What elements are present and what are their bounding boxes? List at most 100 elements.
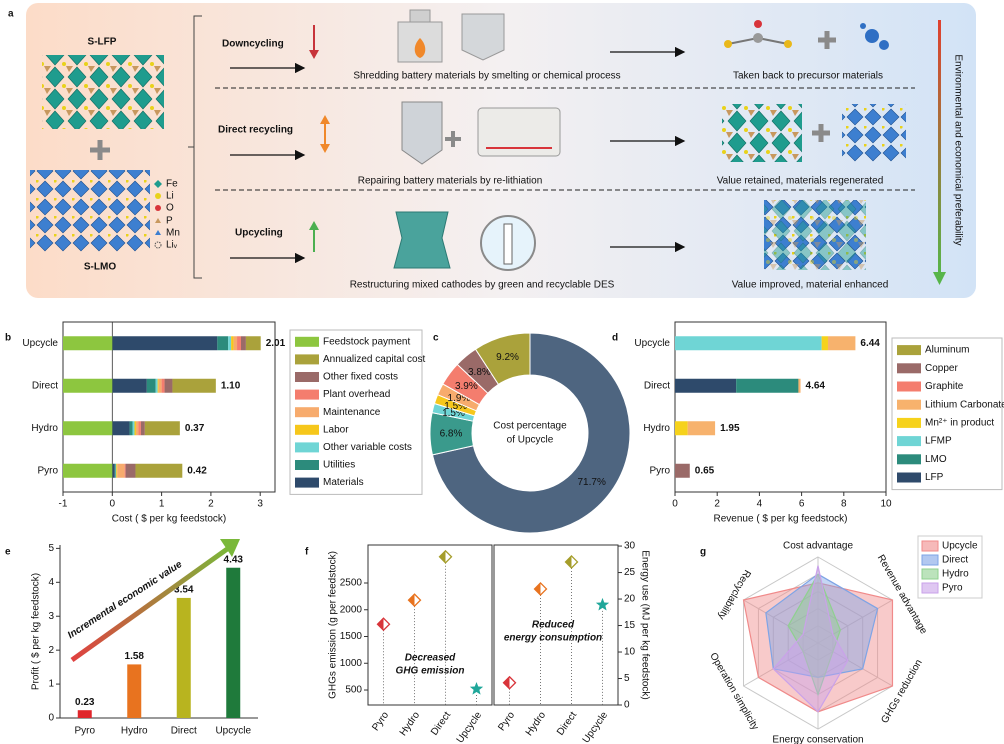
element-label: P [166,216,173,227]
legend-label: Annualized capital cost [323,354,426,365]
x-tick-label: Hydro [398,710,423,739]
diamond-half [503,676,510,689]
total-label: 1.10 [221,380,241,391]
trend-bar [938,20,941,275]
bar-segment [112,378,147,393]
element-label: Fe [166,179,178,190]
radar-spoke [817,599,893,644]
bar-segment [125,463,136,478]
x-tick-label: Upcycle [215,726,251,737]
bar [176,597,191,718]
x-tick-label: Pyro [370,710,391,734]
x-tick-label: 3 [257,499,263,510]
element-label: Mn [166,228,180,239]
y-tick-label: Direct [644,380,670,391]
annotation: energy consumption [504,633,602,644]
value-label: 4.43 [224,554,244,565]
trend-arrow-head [220,539,240,557]
y-tick-label: 4 [48,577,54,588]
bar-segment [217,336,229,351]
material-label: S-LFP [88,37,117,48]
legend-label: LFP [925,472,944,483]
bar-segment [134,421,136,436]
radar-area [772,565,849,713]
center-label: Cost percentage [493,421,567,432]
element-label: Liᵥ [166,240,178,251]
regenerated-lfp [722,104,802,162]
legend-label: Plant overhead [323,389,390,400]
bar-segment [117,463,125,478]
trend-label: Environmental and economical preferabili… [952,54,963,245]
legend-swatch [295,372,319,382]
bar-segment [63,421,113,436]
y-tick-label: 2 [48,645,54,656]
trend-arrow-head [309,221,319,230]
legend-label: Lithium Carbonate [925,399,1004,410]
bubble [860,23,866,29]
plus-sign [445,131,461,147]
y-tick-label: Direct [32,380,58,391]
bubble [879,40,889,50]
bar-segment [135,421,139,436]
atom [754,20,762,28]
y-tick-label: 20 [624,594,636,605]
y-tick-label: 2000 [340,604,363,615]
atom [724,40,732,48]
x-tick-label: Direct [429,710,453,738]
legend-box [891,337,1003,491]
bar-segment [144,421,180,436]
point [502,675,517,690]
y-tick-label: 5 [48,543,54,554]
x-tick-label: 10 [880,499,892,510]
value-label: 1.5% [444,401,467,412]
point [533,582,548,596]
y-tick-label: Upcycle [22,338,58,349]
legend-swatch [921,568,939,580]
radar-spoke [743,599,819,644]
value-label: 9.2% [496,352,519,363]
legend-swatch [897,454,921,465]
x-tick-label: 2 [714,499,720,510]
y-tick-label: 15 [624,620,636,631]
bar-segment [798,378,801,393]
radar-axis-label: Energy conservation [772,735,863,744]
upcycled-structure-overlay [764,200,866,270]
legend-swatch [897,363,921,374]
panel-label: g [700,547,706,558]
star-marker [469,681,484,695]
legend-label: Upcycle [942,541,978,552]
y-tick-label: 1 [48,679,54,690]
plus-sign [90,140,110,160]
x-tick-label: 0 [672,499,678,510]
diamond-half [565,555,572,568]
x-tick-label: Direct [555,710,579,738]
y-axis-label: GHGs emission (g per feedstock) [328,551,339,699]
legend-symbol [154,241,162,249]
total-label: 0.37 [185,423,205,434]
y-tick-label: 1000 [340,658,363,669]
bar-segment [112,336,218,351]
y-tick-label: 25 [624,567,636,578]
value-label: 3.9% [455,381,478,392]
x-tick-label: Upcycle [455,710,485,744]
y-tick-label: Hydro [643,423,670,434]
legend-symbol [155,230,161,235]
electrode [503,223,513,265]
bar-segment [63,336,113,351]
route-outcome: Taken back to precursor materials [733,71,883,82]
y-tick-label: 10 [624,647,636,658]
legend-swatch [897,472,921,483]
legend-label: Hydro [942,569,969,580]
diamond-half [439,550,446,563]
donut-segment [431,332,631,534]
tower-icon [393,211,451,269]
legend-swatch [295,477,319,488]
bar-segment [116,463,118,478]
machine-icon [477,107,561,157]
radar-area [765,573,879,679]
value-label: 3.8% [468,367,491,378]
legend-label: Materials [323,477,364,488]
legend-label: Maintenance [323,407,381,418]
bar-segment [675,336,822,351]
material-label: S-LMO [84,262,116,273]
